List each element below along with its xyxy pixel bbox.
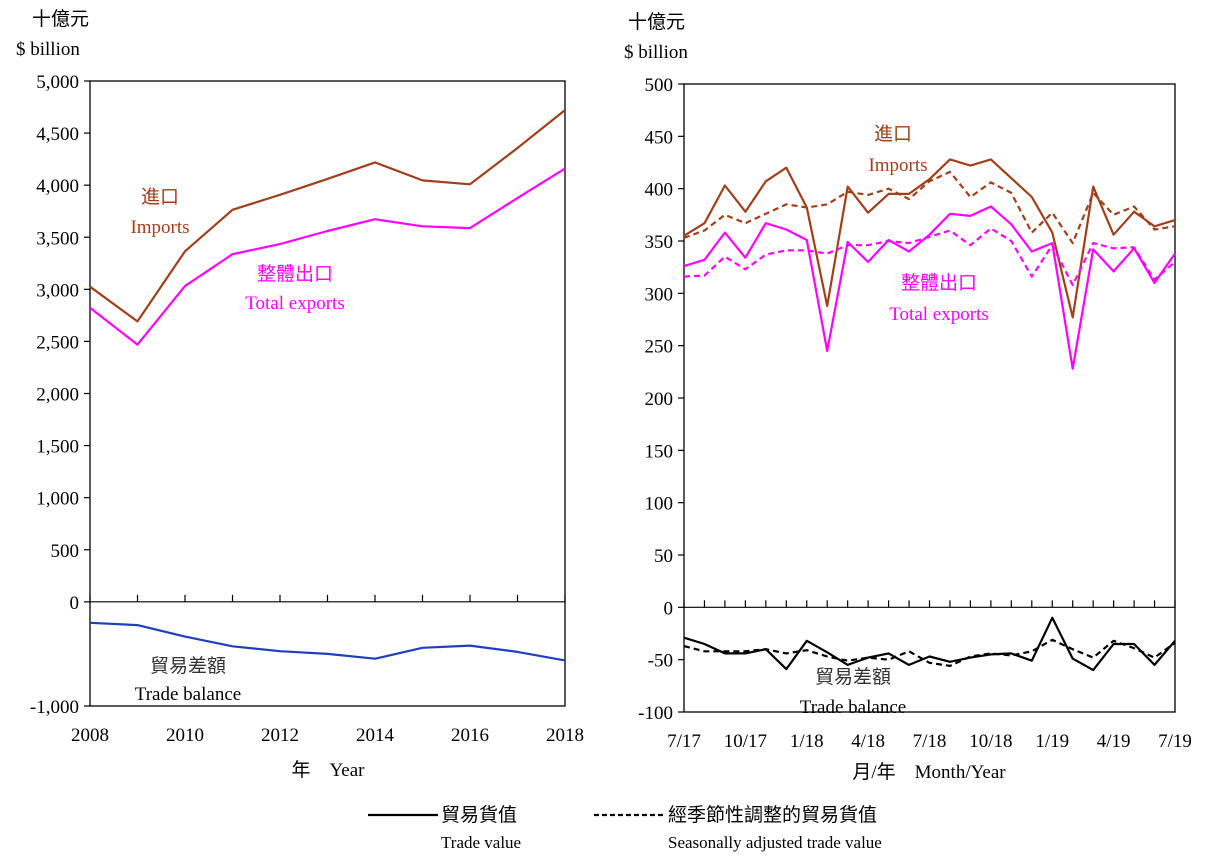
left-series-line-0 bbox=[89, 109, 566, 323]
right-xtick-label: 1/19 bbox=[1035, 731, 1069, 752]
left-ytick-label: 2,000 bbox=[36, 385, 79, 406]
left-ytick-label: 1,500 bbox=[36, 437, 79, 458]
right-exports-label-en: Total exports bbox=[889, 304, 988, 325]
left-ytick-label: 4,000 bbox=[36, 176, 79, 197]
left-plot-frame bbox=[89, 80, 566, 707]
right-xtick-label: 7/18 bbox=[913, 731, 947, 752]
legend-solid-zh: 貿易貨值 bbox=[441, 804, 517, 826]
right-ytick-label: 100 bbox=[645, 494, 674, 515]
right-ytick-label: 0 bbox=[664, 598, 674, 619]
left-series-line-1 bbox=[89, 167, 566, 346]
right-xtick-label: 10/18 bbox=[969, 731, 1012, 752]
left-ytick-label: 3,500 bbox=[36, 228, 79, 249]
left-xtick-label: 2008 bbox=[71, 725, 109, 746]
right-xtick-label: 4/19 bbox=[1097, 731, 1131, 752]
left-series-line-2 bbox=[89, 621, 566, 662]
right-series-lines bbox=[683, 158, 1176, 672]
right-xtick-label: 10/17 bbox=[724, 731, 767, 752]
right-x-axis: 7/17 10/17 1/18 4/18 7/18 10/18 1/19 4/19 7/19 bbox=[667, 600, 1192, 752]
left-imports-label-zh: 進口 bbox=[141, 186, 179, 208]
right-xtick-label: 1/18 bbox=[790, 731, 824, 752]
left-series-lines bbox=[89, 109, 566, 662]
right-balance-label-zh: 貿易差額 bbox=[815, 666, 891, 688]
left-x-axis: 2008 2010 2012 2014 2016 2018 bbox=[71, 594, 584, 746]
legend-solid-en: Trade value bbox=[441, 833, 521, 852]
right-series-line-2 bbox=[683, 205, 1176, 370]
left-imports-label-en: Imports bbox=[130, 217, 189, 238]
left-ytick-label: 4,500 bbox=[36, 124, 79, 145]
left-xtick-label: 2014 bbox=[356, 725, 395, 746]
left-ytick-label: -1,000 bbox=[30, 697, 79, 718]
left-balance-label-en: Trade balance bbox=[135, 684, 241, 705]
right-balance-label-en: Trade balance bbox=[800, 697, 906, 718]
right-ytick-label: 50 bbox=[654, 546, 673, 567]
left-xlabel: 年 Year bbox=[291, 759, 365, 781]
left-ytick-label: 0 bbox=[70, 593, 80, 614]
left-ytick-label: 5,000 bbox=[36, 72, 79, 93]
annual-trade-chart: -1,000 0 500 1,000 1,500 2,000 2,500 3,000 3,500… bbox=[16, 8, 584, 781]
left-exports-label-zh: 整體出口 bbox=[257, 263, 333, 285]
right-imports-label-en: Imports bbox=[868, 155, 927, 176]
right-ytick-label: 200 bbox=[645, 389, 674, 410]
right-ytick-label: 450 bbox=[645, 127, 674, 148]
left-xtick-label: 2012 bbox=[261, 725, 299, 746]
right-xtick-label: 7/19 bbox=[1158, 731, 1192, 752]
right-series-line-1 bbox=[683, 170, 1176, 245]
right-ytick-label: -100 bbox=[638, 703, 673, 724]
right-ytick-label: 300 bbox=[645, 284, 674, 305]
right-unit-en: $ billion bbox=[624, 42, 688, 63]
right-ytick-label: 500 bbox=[645, 75, 674, 96]
left-unit-zh: 十億元 bbox=[32, 8, 89, 30]
left-y-axis: -1,000 0 500 1,000 1,500 2,000 2,500 3,000 3,500… bbox=[30, 72, 565, 718]
right-xlabel: 月/年 Month/Year bbox=[852, 761, 1006, 783]
right-exports-label-zh: 整體出口 bbox=[901, 272, 977, 294]
left-exports-label-en: Total exports bbox=[245, 293, 344, 314]
left-ytick-label: 3,000 bbox=[36, 280, 79, 301]
left-xtick-label: 2018 bbox=[546, 725, 584, 746]
right-ytick-label: 400 bbox=[645, 180, 674, 201]
legend-dashed-en: Seasonally adjusted trade value bbox=[668, 833, 882, 852]
right-unit-zh: 十億元 bbox=[628, 11, 685, 33]
left-ytick-label: 2,500 bbox=[36, 332, 79, 353]
right-xtick-label: 4/18 bbox=[851, 731, 885, 752]
right-y-axis: -100 -50 0 50 100 150 200 250 300 350 400 450 500 bbox=[638, 75, 1175, 724]
left-unit-en: $ billion bbox=[16, 39, 80, 60]
left-xtick-label: 2010 bbox=[166, 725, 204, 746]
legend-dashed-zh: 經季節性調整的貿易貨值 bbox=[668, 804, 877, 826]
right-series-line-0 bbox=[683, 158, 1176, 319]
right-xtick-label: 7/17 bbox=[667, 731, 701, 752]
right-series-line-3 bbox=[683, 227, 1176, 287]
monthly-trade-chart: -100 -50 0 50 100 150 200 250 300 350 400 450 500 7/… bbox=[624, 11, 1192, 783]
right-imports-label-zh: 進口 bbox=[874, 123, 912, 145]
legend: 貿易貨值 Trade value 經季節性調整的貿易貨值 Seasonally … bbox=[368, 804, 882, 852]
right-ytick-label: 350 bbox=[645, 232, 674, 253]
left-ytick-label: 500 bbox=[51, 541, 80, 562]
left-xtick-label: 2016 bbox=[451, 725, 489, 746]
right-ytick-label: 150 bbox=[645, 441, 674, 462]
right-series-line-5 bbox=[683, 638, 1176, 668]
right-ytick-label: 250 bbox=[645, 337, 674, 358]
left-balance-label-zh: 貿易差額 bbox=[150, 655, 226, 677]
right-ytick-label: -50 bbox=[648, 651, 673, 672]
left-ytick-label: 1,000 bbox=[36, 489, 79, 510]
